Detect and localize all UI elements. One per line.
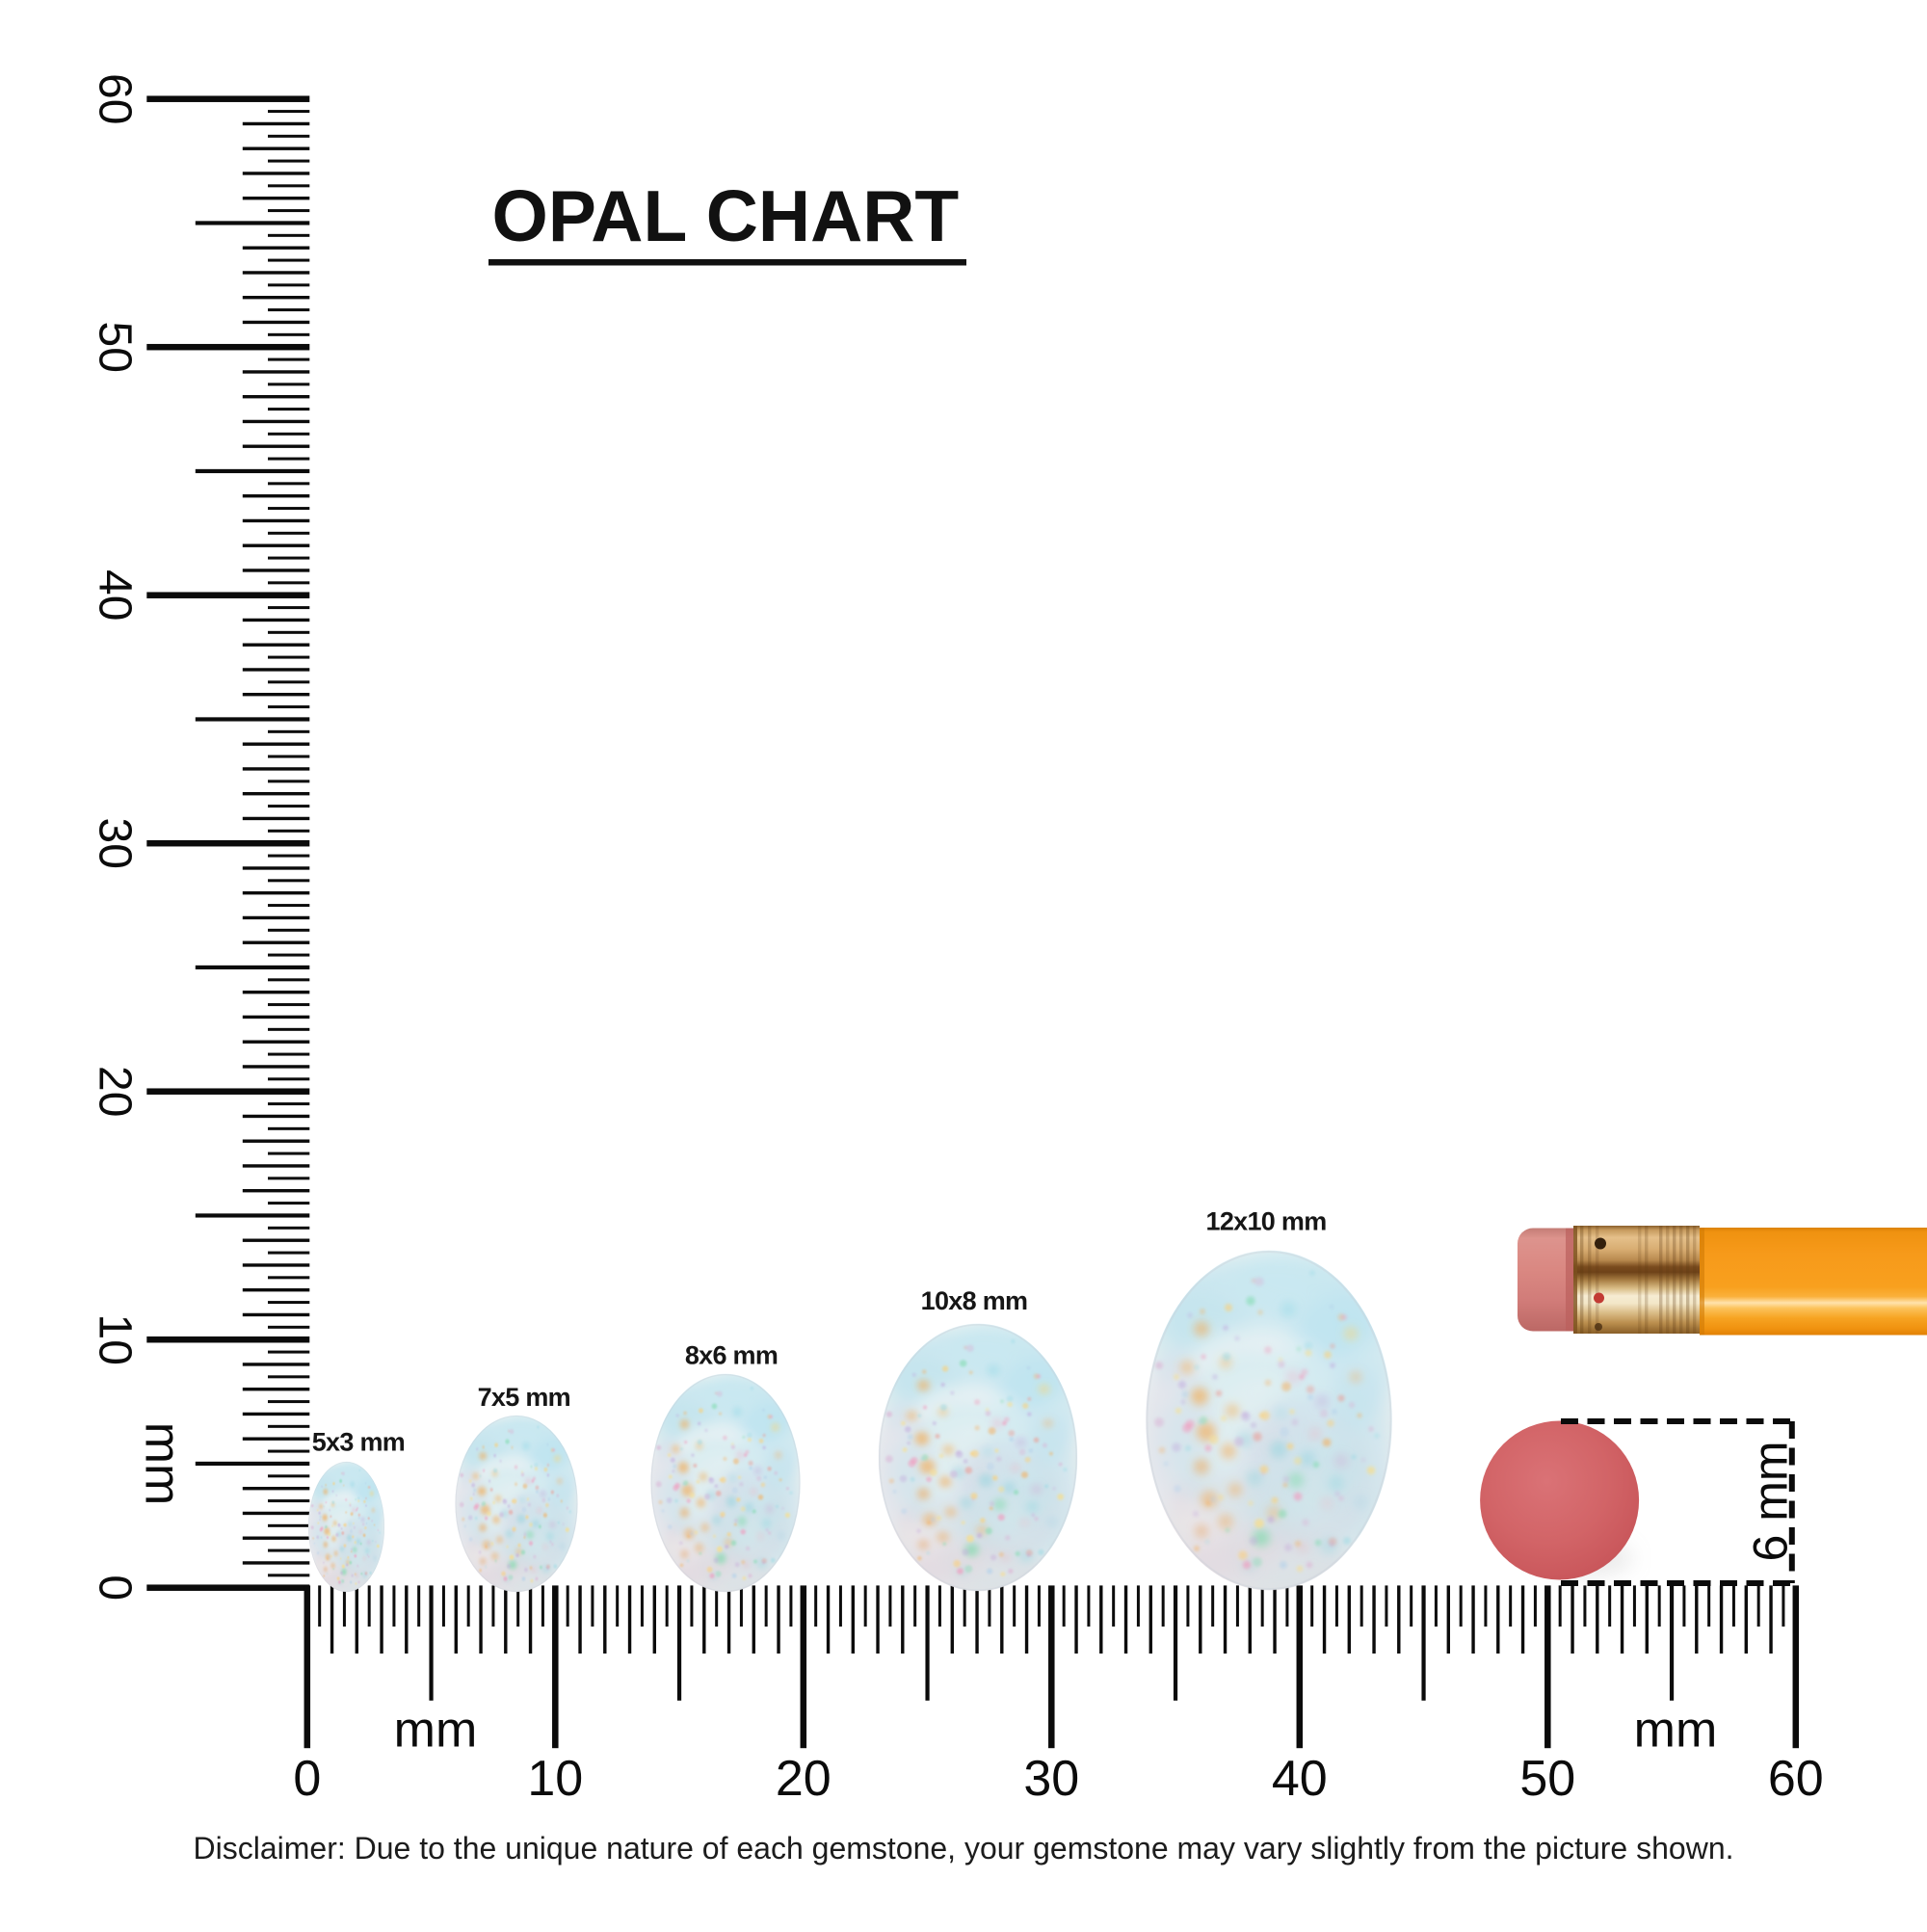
- svg-text:10: 10: [90, 1314, 141, 1365]
- svg-text:12x10 mm: 12x10 mm: [1206, 1207, 1327, 1236]
- svg-text:20: 20: [90, 1066, 141, 1117]
- svg-text:50: 50: [1519, 1751, 1575, 1807]
- svg-text:40: 40: [90, 569, 141, 621]
- svg-text:Disclaimer: Due to the unique: Disclaimer: Due to the unique nature of …: [194, 1831, 1734, 1866]
- svg-text:OPAL CHART: OPAL CHART: [492, 175, 960, 256]
- svg-text:30: 30: [1023, 1751, 1079, 1807]
- svg-text:8x6 mm: 8x6 mm: [685, 1341, 778, 1370]
- svg-text:20: 20: [776, 1751, 832, 1807]
- svg-text:60: 60: [1768, 1751, 1824, 1807]
- svg-text:60: 60: [90, 73, 141, 124]
- svg-text:30: 30: [90, 818, 141, 869]
- svg-text:0: 0: [90, 1575, 141, 1601]
- svg-text:6 mm: 6 mm: [1744, 1442, 1798, 1562]
- svg-text:7x5 mm: 7x5 mm: [478, 1383, 570, 1412]
- svg-text:10: 10: [527, 1751, 583, 1807]
- svg-text:5x3 mm: 5x3 mm: [312, 1428, 405, 1457]
- svg-text:10x8 mm: 10x8 mm: [921, 1286, 1028, 1315]
- svg-text:mm: mm: [135, 1422, 191, 1506]
- svg-text:0: 0: [293, 1751, 321, 1807]
- svg-text:40: 40: [1272, 1751, 1328, 1807]
- svg-text:mm: mm: [394, 1703, 478, 1759]
- svg-text:mm: mm: [1634, 1703, 1718, 1759]
- svg-text:50: 50: [90, 322, 141, 373]
